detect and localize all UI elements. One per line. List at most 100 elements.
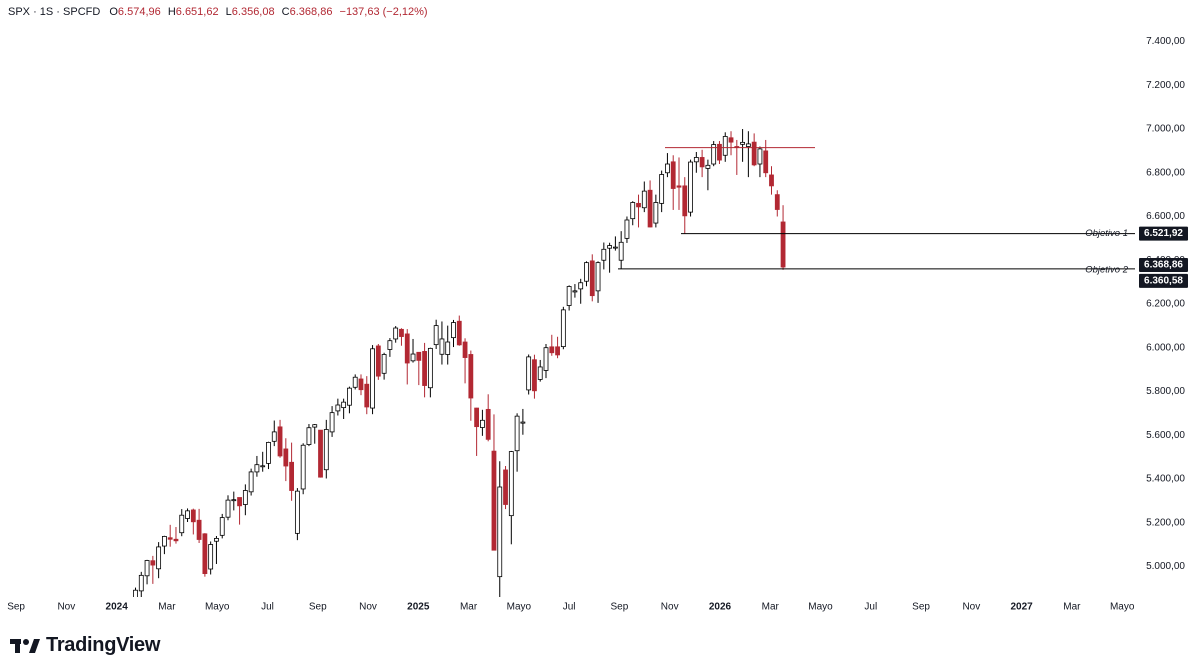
candle-body bbox=[676, 185, 682, 188]
candle-body bbox=[352, 376, 358, 388]
candle-body bbox=[190, 509, 196, 523]
x-tick-label: Mayo bbox=[808, 602, 833, 613]
candle-body bbox=[468, 354, 474, 399]
chart: 5.000,00 5.200,00 5.400,00 5.600,00 5.800,00… bbox=[7, 36, 1188, 618]
x-tick-label: 2024 bbox=[106, 602, 129, 613]
x-tick-label: 2025 bbox=[407, 602, 430, 613]
candle-body bbox=[300, 444, 306, 490]
candle-body bbox=[306, 427, 312, 445]
candle-body bbox=[381, 354, 387, 374]
candle-body bbox=[751, 141, 757, 166]
ohlc-value: 6.356,08 bbox=[231, 6, 275, 18]
ohlc-key: H bbox=[167, 6, 176, 18]
candle-body bbox=[451, 322, 456, 339]
candle-body bbox=[277, 426, 283, 457]
candle-body bbox=[364, 383, 370, 408]
candle-body bbox=[248, 471, 254, 493]
x-tick-label: Nov bbox=[661, 602, 679, 613]
candle-body bbox=[144, 560, 150, 577]
candle-body bbox=[404, 333, 410, 364]
candle-body bbox=[780, 221, 786, 268]
candle-body bbox=[179, 514, 185, 534]
candle-body bbox=[128, 601, 132, 618]
candle-body bbox=[740, 141, 745, 145]
candle-body bbox=[445, 341, 451, 355]
candle-body bbox=[745, 143, 751, 147]
candle-body bbox=[260, 465, 266, 468]
candle-body bbox=[555, 346, 560, 356]
candle-body bbox=[566, 286, 572, 306]
candle-body bbox=[722, 136, 728, 156]
candle-body bbox=[526, 356, 532, 391]
candle-body bbox=[497, 486, 503, 578]
x-tick-label: Mar bbox=[158, 602, 176, 613]
candle-body bbox=[387, 340, 393, 350]
brand-icon bbox=[10, 638, 40, 653]
candle-body bbox=[462, 341, 468, 358]
candle-body bbox=[329, 412, 335, 433]
candle-body bbox=[138, 574, 144, 592]
x-tick-label: Mayo bbox=[1110, 602, 1135, 613]
candle-body bbox=[410, 353, 416, 362]
candle-body bbox=[659, 174, 665, 204]
candle-body bbox=[294, 490, 300, 534]
price-box bbox=[1139, 273, 1188, 288]
ohlc-value: 6.368,86 bbox=[289, 6, 333, 18]
x-tick-label: Sep bbox=[611, 602, 629, 613]
candle-body bbox=[185, 510, 190, 519]
candle-body bbox=[618, 241, 624, 261]
y-tick-label: 5.400,00 bbox=[1146, 474, 1185, 485]
candle-body bbox=[156, 546, 162, 570]
ohlc-key: L bbox=[225, 6, 232, 18]
candle-body bbox=[636, 202, 641, 208]
x-tick-label: Nov bbox=[962, 602, 980, 613]
candle-body bbox=[757, 148, 763, 165]
brand-logo[interactable]: TradingView bbox=[10, 634, 160, 657]
candle-body bbox=[572, 290, 578, 293]
y-tick-label: 6.000,00 bbox=[1146, 342, 1185, 353]
change: −137,63 (−2,12%) bbox=[339, 6, 428, 18]
x-tick-label: Sep bbox=[309, 602, 327, 613]
candle-body bbox=[167, 537, 173, 540]
candle-body bbox=[688, 161, 693, 213]
candle-body bbox=[532, 359, 537, 392]
x-tick-label: Sep bbox=[912, 602, 930, 613]
candle-body bbox=[289, 461, 295, 491]
last-price-box bbox=[1139, 258, 1188, 273]
brand-name: TradingView bbox=[46, 634, 161, 656]
price-box bbox=[1139, 226, 1188, 241]
x-tick-label: 2027 bbox=[1011, 602, 1034, 613]
candle-body bbox=[514, 415, 520, 452]
x-tick-label: Jul bbox=[563, 602, 576, 613]
candle-body bbox=[133, 589, 138, 597]
legend-header: SPX · 1S · SPCFD O6.574,96 H6.651,62 L6.… bbox=[8, 6, 432, 18]
y-tick-label: 5.800,00 bbox=[1146, 386, 1185, 397]
candle-body bbox=[422, 351, 427, 386]
candle-body bbox=[242, 490, 248, 505]
ohlc-value: 6.651,62 bbox=[175, 6, 219, 18]
candle-body bbox=[439, 338, 445, 355]
candle-body bbox=[214, 537, 219, 542]
candle-body bbox=[549, 346, 555, 354]
candle-body bbox=[254, 464, 260, 473]
y-tick-label: 6.600,00 bbox=[1146, 211, 1185, 222]
ohlc-key: C bbox=[281, 6, 290, 18]
candle-body bbox=[375, 345, 381, 377]
candle-body bbox=[202, 533, 208, 575]
candle-body bbox=[624, 219, 630, 239]
ohlc-key: O bbox=[109, 6, 118, 18]
candle-body bbox=[601, 248, 607, 261]
candle-body bbox=[595, 262, 601, 292]
candle-body bbox=[433, 325, 439, 346]
y-tick-label: 5.600,00 bbox=[1146, 430, 1185, 441]
candle-body bbox=[560, 309, 566, 348]
x-tick-label: Mar bbox=[460, 602, 478, 613]
candle-body bbox=[341, 401, 347, 409]
candle-body bbox=[693, 157, 699, 163]
x-tick-label: Jul bbox=[261, 602, 274, 613]
x-tick-label: Mayo bbox=[205, 602, 230, 613]
y-tick-label: 7.200,00 bbox=[1146, 80, 1185, 91]
candle-body bbox=[173, 538, 179, 542]
symbol: SPX · 1S · SPCFD bbox=[8, 6, 101, 18]
